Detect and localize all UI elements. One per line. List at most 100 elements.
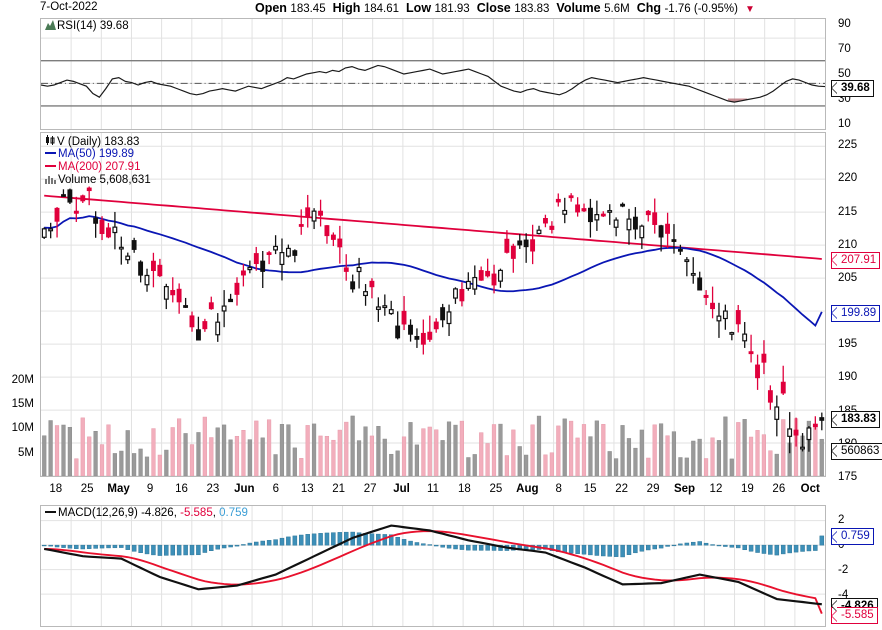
line-swatch-icon <box>45 511 56 513</box>
quote-value-low: 181.93 <box>434 3 470 15</box>
rsi-plot <box>41 19 825 129</box>
date-tick-Sep: Sep <box>673 483 696 495</box>
date-tick-23: 23 <box>206 483 220 495</box>
rsi-legend-label: RSI(14) 39.68 <box>57 20 129 32</box>
rsi-legend: RSI(14) 39.68 <box>45 20 129 33</box>
price-panel[interactable]: V (Daily) 183.83 MA(50) 199.89 MA(200) 2… <box>40 132 826 477</box>
price-tick-220: 220 <box>838 172 858 185</box>
ma50-badge: 199.89 <box>831 304 881 322</box>
macd-tick-neg4: -4 <box>838 588 849 601</box>
quote-date: 7-Oct-2022 <box>40 1 98 13</box>
macd-signal-value: -5.585 <box>180 507 213 519</box>
macd-sep2: , <box>212 507 216 519</box>
quote-label-close: Close <box>476 1 515 15</box>
macd-legend-value: -4.826 <box>141 507 174 519</box>
volume-tick-15M: 15M <box>11 398 34 411</box>
date-tick-27: 27 <box>363 483 377 495</box>
candlestick-icon <box>45 135 57 149</box>
price-tick-190: 190 <box>838 371 858 384</box>
date-tick-May: May <box>107 483 130 495</box>
volume-badge: 560863 <box>831 442 882 460</box>
legend-symbol-label: V (Daily) 183.83 <box>57 136 140 148</box>
macd-hist-value: 0.759 <box>219 507 248 519</box>
price-tick-215: 215 <box>838 205 858 218</box>
price-tick-205: 205 <box>838 271 858 284</box>
quote-label-volume: Volume <box>556 1 605 15</box>
legend-row-symbol: V (Daily) 183.83 <box>45 135 151 148</box>
date-tick-16: 16 <box>175 483 188 495</box>
date-tick-18: 18 <box>458 483 471 495</box>
date-tick-Oct: Oct <box>800 483 820 495</box>
date-tick-6: 6 <box>272 483 279 495</box>
volume-tick-5M: 5M <box>18 446 34 459</box>
date-tick-22: 22 <box>615 483 629 495</box>
rsi-tick-90: 90 <box>838 18 851 31</box>
price-tick-195: 195 <box>838 338 858 351</box>
date-tick-18: 18 <box>49 483 63 495</box>
line-swatch-icon <box>45 152 56 154</box>
quote-value-volume: 5.6M <box>604 3 630 15</box>
macd-tick-2: 2 <box>838 513 845 526</box>
quote-label-open: Open <box>255 1 291 15</box>
date-tick-19: 19 <box>740 483 754 495</box>
date-tick-26: 26 <box>772 483 786 495</box>
quote-label-high: High <box>332 1 364 15</box>
last-price-badge: 183.83 <box>831 411 881 429</box>
macd-signal-badge: -5.585 <box>830 607 878 625</box>
date-tick-25: 25 <box>489 483 503 495</box>
date-tick-12: 12 <box>709 483 723 495</box>
line-swatch-icon <box>45 165 56 167</box>
caret-down-icon[interactable]: ▼ <box>744 4 755 15</box>
date-tick-Jun: Jun <box>234 483 255 495</box>
quote-label-chg: Chg <box>636 1 665 15</box>
quote-fields: Open 183.45 High 184.61 Low 181.93 Close 18… <box>255 1 755 15</box>
ma200-badge: 207.91 <box>831 251 881 269</box>
date-tick-8: 8 <box>555 483 562 495</box>
date-tick-9: 9 <box>146 483 154 495</box>
macd-tick-neg2: -2 <box>838 563 849 576</box>
rsi-indicator-icon <box>45 20 56 30</box>
date-tick-13: 13 <box>300 483 314 495</box>
date-tick-15: 15 <box>583 483 597 495</box>
price-legend: V (Daily) 183.83 MA(50) 199.89 MA(200) 2… <box>45 135 151 187</box>
legend-row-volume: Volume 5,608,631 <box>45 174 151 187</box>
rsi-value-badge: 39.68 <box>831 79 874 97</box>
legend-row-ma200: MA(200) 207.91 <box>45 161 151 174</box>
rsi-axis-labels: 90 70 50 30 10 <box>832 18 882 130</box>
macd-hist-badge: 0.759 <box>831 528 874 546</box>
date-tick-21: 21 <box>332 483 346 495</box>
volume-tick-20M: 20M <box>11 373 34 386</box>
legend-ma200-label: MA(200) 207.91 <box>58 161 141 173</box>
date-tick-11: 11 <box>427 483 439 495</box>
legend-volume-label: Volume 5,608,631 <box>58 174 151 186</box>
date-tick-25: 25 <box>80 483 94 495</box>
legend-row-ma50: MA(50) 199.89 <box>45 148 151 161</box>
legend-ma50-label: MA(50) 199.89 <box>58 148 135 160</box>
quote-label-low: Low <box>406 1 435 15</box>
rsi-tick-50: 50 <box>838 68 851 80</box>
date-tick-Aug: Aug <box>516 483 539 495</box>
quote-value-chg: -1.76 (-0.95%) <box>664 3 738 15</box>
macd-sep1: , <box>173 507 177 519</box>
volume-axis-labels: 20M 15M 10M 5M <box>0 132 38 477</box>
quote-bar: 7-Oct-2022 Open 183.45 High 184.61 Low 181… <box>0 0 882 17</box>
volume-bars-icon <box>45 175 56 184</box>
price-plot <box>41 133 825 476</box>
price-tick-210: 210 <box>838 238 858 251</box>
date-tick-Jul: Jul <box>393 483 410 495</box>
quote-value-high: 184.61 <box>363 3 400 15</box>
macd-panel[interactable]: MACD(12,26,9) -4.826, -5.585, 0.759 <box>40 505 826 627</box>
price-tick-175: 175 <box>838 471 858 483</box>
price-tick-225: 225 <box>838 139 858 152</box>
date-axis: 18 25 May 9 16 23 Jun 6 13 21 27 Jul 11 18 25 Aug 8 15 22 2… <box>40 483 826 499</box>
rsi-panel[interactable]: RSI(14) 39.68 <box>40 18 826 130</box>
macd-legend-prefix: MACD(12,26,9) <box>58 507 138 519</box>
quote-value-open: 183.45 <box>290 3 326 15</box>
volume-tick-10M: 10M <box>11 422 34 435</box>
rsi-tick-70: 70 <box>838 43 851 56</box>
date-tick-29: 29 <box>646 483 660 495</box>
macd-legend: MACD(12,26,9) -4.826, -5.585, 0.759 <box>45 507 248 520</box>
quote-value-close: 183.83 <box>514 3 550 15</box>
macd-plot <box>41 506 825 626</box>
